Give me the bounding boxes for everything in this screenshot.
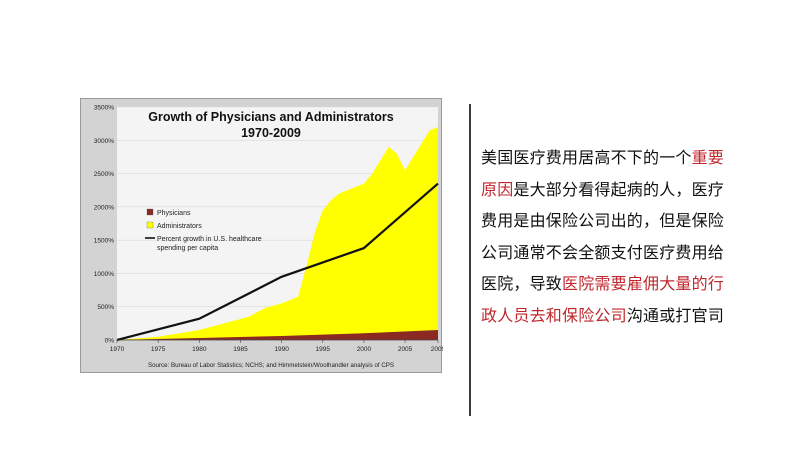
series-area-physicians bbox=[117, 330, 438, 340]
chart-title: Growth of Physicians and Administrators bbox=[148, 110, 393, 124]
x-tick-label: 2000 bbox=[357, 346, 372, 353]
chart: 0% 500% 1000% 1500% 2000% 2500% 3000% 3500% 1970… bbox=[94, 105, 443, 370]
legend-label-percent-growth-in-u-s-healthcare-spending-per-capita: Percent growth in U.S. healthcare spendin… bbox=[157, 236, 262, 252]
x-tick-label: 1985 bbox=[233, 346, 248, 353]
y-tick-label: 3500% bbox=[94, 105, 114, 112]
x-tick-label: 2005 bbox=[398, 346, 413, 353]
legend-swatch-administrators bbox=[146, 221, 154, 229]
highlighted-text: 医院需要雇佣大量的行政人员去和保险公司 bbox=[481, 274, 725, 325]
y-tick-label: 1000% bbox=[94, 271, 114, 278]
legend-label-physicians: Physicians bbox=[157, 210, 191, 217]
description-text: 美国医疗费用居高不下的一个重要原因是大部分看得起病的人，医疗费用是由保险公司出的… bbox=[481, 142, 726, 331]
highlighted-text: 重要原因 bbox=[481, 148, 725, 199]
y-tick-label: 1500% bbox=[94, 238, 114, 245]
body-text: 是大部分看得起病的人，医疗费用是由保险公司出的，但是保险公司通常不会全额支付医疗… bbox=[481, 179, 725, 294]
body-text: 美国医疗费用居高不下的一个 bbox=[481, 148, 692, 167]
series-line-percent-growth-in-u-s-healthcare-spending-per-capita bbox=[116, 182, 439, 342]
chart-subtitle: 1970-2009 bbox=[241, 126, 301, 140]
x-tick-label: 1975 bbox=[151, 346, 166, 353]
body-text: 沟通或打官司 bbox=[626, 305, 725, 325]
y-tick-label: 2500% bbox=[94, 171, 114, 178]
x-tick-label: 1970 bbox=[110, 346, 125, 353]
chart-panel: 0% 500% 1000% 1500% 2000% 2500% 3000% 3500% 1970… bbox=[80, 98, 443, 373]
legend-swatch-physicians bbox=[146, 208, 154, 216]
x-tick-label: 2009 bbox=[431, 346, 443, 353]
x-tick-label: 1980 bbox=[192, 346, 207, 353]
y-tick-label: 2000% bbox=[94, 204, 114, 211]
y-tick-label: 0% bbox=[105, 338, 115, 345]
x-tick-label: 1990 bbox=[274, 346, 289, 353]
series-area-administrators bbox=[117, 127, 438, 340]
chart-source: Source: Bureau of Labor Statistics; NCHS… bbox=[148, 362, 394, 369]
x-tick-label: 1995 bbox=[316, 346, 331, 353]
y-tick-label: 3000% bbox=[94, 138, 114, 145]
legend-label-administrators: Administrators bbox=[157, 223, 202, 230]
legend: Physicians Administrators Percent growth i… bbox=[145, 208, 262, 252]
y-tick-label: 500% bbox=[97, 304, 114, 311]
vertical-divider bbox=[469, 104, 471, 416]
